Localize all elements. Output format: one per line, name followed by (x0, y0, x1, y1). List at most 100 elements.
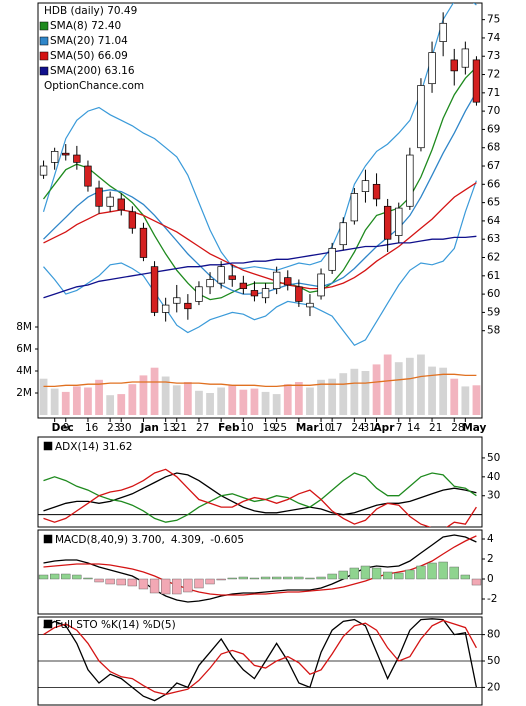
x-tick-label: 30 (118, 422, 131, 434)
histogram-bar (349, 567, 359, 580)
volume-bar (72, 386, 81, 415)
legend-label: SMA(20) 71.04 (50, 35, 128, 47)
candle-body (472, 59, 481, 103)
histogram-bar (272, 576, 282, 580)
candle-body (161, 304, 170, 313)
volume-bar (428, 366, 436, 415)
x-tick-label: 24 (351, 422, 365, 434)
candle-body (439, 22, 447, 42)
volume-bar (461, 386, 470, 415)
candle-body (128, 211, 137, 229)
histogram-bar (205, 578, 215, 585)
candle-body (95, 187, 103, 207)
y-tick-label: 58 (487, 325, 500, 337)
histogram-bar (50, 573, 60, 580)
candle-body (284, 277, 292, 286)
x-tick-label: 21 (174, 422, 187, 434)
histogram-bar (327, 573, 337, 580)
volume-bar (195, 390, 203, 415)
legend-label: SMA(200) 63.16 (50, 65, 135, 77)
histogram-bar (338, 570, 348, 580)
histogram-bar (227, 577, 237, 580)
y-tick-label: 59 (487, 306, 500, 318)
legend-swatch (43, 619, 53, 629)
volume-bar (50, 388, 59, 415)
y-tick-label: 2M (16, 387, 32, 399)
legend-label: -0.605 (210, 534, 244, 546)
panel-layer (38, 534, 482, 603)
indicator-line (43, 535, 477, 596)
volume-bar (339, 373, 348, 415)
y-tick-label: 30 (487, 490, 500, 502)
histogram-bar (283, 576, 293, 580)
volume-bar (272, 394, 281, 415)
candle-body (261, 288, 270, 299)
legend-label: 4.309, (171, 534, 204, 546)
legend-label: ADX(14) 31.62 (55, 441, 132, 453)
volume-bar (383, 354, 392, 415)
y-tick-label: 20 (487, 681, 500, 693)
histogram-bar (149, 578, 160, 594)
candle-body (250, 290, 259, 297)
y-tick-label: 2 (487, 553, 494, 565)
legend-label: Full STO %K(14) %D(5) (55, 619, 176, 631)
y-tick-label: 75 (487, 14, 500, 26)
indicator-line (43, 472, 477, 523)
panel-layer (39, 3, 481, 347)
volume-bar (261, 391, 270, 415)
histogram-bar (371, 567, 382, 580)
x-tick-label: 14 (407, 422, 421, 434)
y-tick-label: 62 (487, 252, 500, 264)
volume-bar (250, 388, 259, 415)
y-tick-label: 69 (487, 123, 500, 135)
candle-body (395, 207, 403, 236)
volume-bar (183, 382, 192, 415)
volume-bar (350, 368, 359, 415)
volume-bar (39, 378, 48, 415)
x-tick-label: 10 (318, 422, 331, 434)
histogram-bar (61, 573, 71, 580)
y-tick-label: 65 (487, 197, 500, 209)
y-tick-label: 68 (487, 142, 500, 154)
histogram-bar (394, 572, 404, 580)
panel-layer (38, 618, 482, 702)
x-tick-label: 16 (85, 422, 99, 434)
x-tick-label: May (462, 422, 486, 434)
candle-body (328, 248, 336, 271)
panel-layer (38, 468, 482, 527)
volume-bar (361, 371, 370, 415)
legend-label: SMA(50) 66.09 (50, 50, 128, 62)
x-tick-label: 27 (196, 422, 209, 434)
y-tick-label: 71 (487, 87, 500, 99)
volume-bar (472, 385, 481, 415)
indicator-line (43, 472, 477, 516)
volume-bar (239, 389, 248, 415)
indicator-line (43, 619, 477, 696)
x-tick-label: 17 (329, 422, 342, 434)
histogram-bar (161, 578, 171, 595)
histogram-bar (138, 578, 149, 590)
volume-bar (95, 379, 103, 415)
histogram-bar (360, 565, 371, 580)
volume-bar (217, 387, 226, 415)
candle-body (84, 165, 92, 187)
legend-label: MACD(8,40,9) 3.700, (55, 534, 165, 546)
histogram-bar (216, 578, 226, 581)
candle-body (173, 297, 181, 304)
x-tick-label: 10 (240, 422, 253, 434)
volume-average (43, 373, 477, 388)
candle-body (206, 279, 214, 288)
x-tick-label: 25 (274, 422, 287, 434)
histogram-bar (383, 571, 393, 580)
histogram-bar (238, 576, 248, 580)
histogram-bar (38, 574, 49, 580)
candle-body (428, 52, 436, 85)
y-tick-label: 60 (487, 288, 500, 300)
candle-body (417, 85, 425, 149)
volume-bar (172, 385, 181, 415)
histogram-bar (427, 562, 437, 580)
histogram-bar (94, 578, 104, 583)
histogram-bar (438, 561, 448, 580)
x-tick-label: 7 (396, 422, 403, 434)
band-lower (43, 180, 477, 347)
